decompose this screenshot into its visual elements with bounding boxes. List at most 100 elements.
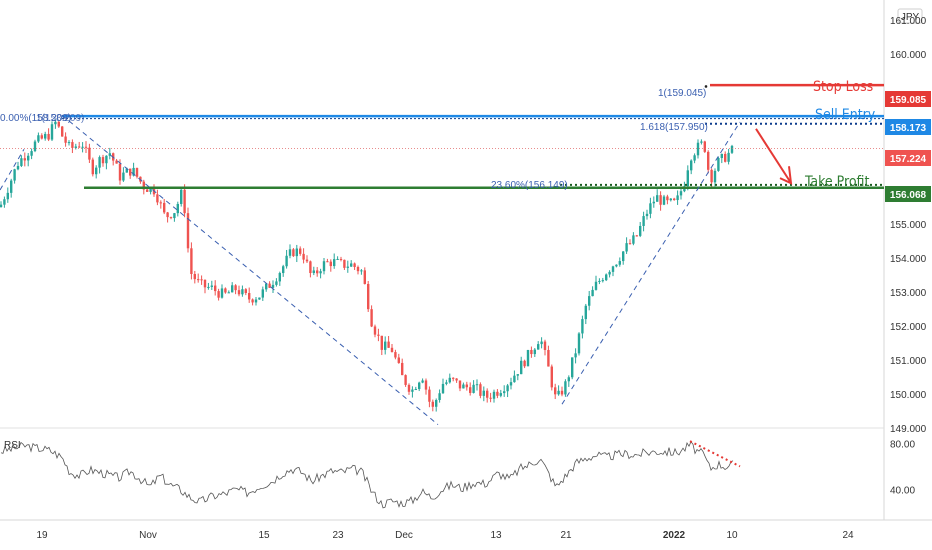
candle-body	[322, 261, 326, 272]
candle-body	[44, 133, 47, 139]
x-tick-label: Nov	[139, 530, 157, 541]
candle-body	[288, 249, 292, 256]
candle-body	[20, 158, 23, 166]
candle-body	[224, 288, 227, 293]
candle-body	[435, 399, 438, 407]
candle-body	[115, 160, 118, 164]
candle-body	[499, 393, 502, 396]
candle-body	[496, 391, 499, 396]
candle-body	[489, 397, 492, 399]
candle-body	[533, 349, 536, 355]
candle-body	[537, 344, 540, 350]
candle-body	[370, 309, 373, 327]
rsi-tick-label: 40.00	[890, 485, 915, 496]
candle-body	[241, 289, 244, 295]
candle-body	[10, 180, 13, 193]
y-tick-label: 150.000	[890, 390, 927, 401]
currency-badge[interactable]	[897, 8, 923, 24]
candle-body	[37, 135, 40, 142]
candle-body	[3, 199, 6, 205]
candle-body	[16, 165, 20, 170]
candle-body	[615, 264, 618, 267]
candle-body	[84, 146, 88, 148]
candle-body	[700, 141, 703, 143]
take-profit-annotation: Take Profit	[804, 174, 869, 190]
candle-body	[105, 155, 108, 164]
candle-body	[329, 261, 332, 267]
candle-body	[367, 283, 370, 310]
candle-body	[40, 135, 43, 139]
take-profit-price: 156.068	[890, 190, 927, 201]
candle-body	[696, 142, 700, 156]
candle-body	[74, 146, 77, 148]
candle-body	[248, 293, 251, 300]
candle-body	[377, 334, 380, 336]
y-tick-label: 155.000	[890, 220, 927, 231]
candle-body	[452, 377, 455, 379]
candle-body	[520, 360, 523, 375]
candle-body	[622, 251, 625, 262]
candle-body	[356, 267, 360, 272]
candle-body	[703, 141, 706, 152]
candle-body	[428, 389, 431, 402]
candle-body	[710, 169, 713, 183]
candle-body	[214, 285, 217, 292]
trade-arrow-shaft	[755, 128, 791, 183]
candle-body	[397, 357, 400, 363]
candle-body	[258, 297, 261, 300]
candle-body	[193, 273, 196, 280]
candle-body	[530, 349, 533, 355]
candle-body	[67, 142, 71, 144]
candle-body	[431, 401, 434, 407]
candle-body	[220, 288, 224, 298]
candle-body	[309, 261, 312, 274]
y-tick-label: 154.000	[890, 254, 927, 265]
candle-body	[292, 249, 295, 257]
candle-body	[23, 158, 26, 161]
candle-body	[475, 384, 479, 386]
candle-body	[547, 349, 550, 367]
candle-body	[180, 189, 183, 204]
candle-body	[666, 196, 669, 201]
candle-body	[543, 341, 547, 350]
candle-body	[336, 258, 339, 260]
candle-body	[27, 155, 30, 161]
rsi-label: RSI	[4, 440, 21, 451]
stop-loss-price: 159.085	[890, 95, 927, 106]
candle-body	[690, 160, 693, 171]
candle-body	[135, 167, 139, 177]
y-tick-label: 149.000	[890, 424, 927, 435]
candle-body	[118, 163, 122, 181]
candle-body	[394, 352, 397, 358]
sell-entry-price-tag: 158.173	[885, 119, 931, 135]
candle-body	[404, 375, 407, 385]
y-tick-label: 161.000	[890, 16, 927, 27]
rsi-divergence-line	[689, 440, 741, 468]
candle-body	[421, 380, 424, 383]
candle-body	[384, 341, 387, 350]
candle-body	[564, 381, 567, 395]
candle-body	[6, 192, 9, 200]
candle-body	[305, 259, 309, 262]
candle-body	[438, 393, 441, 400]
candle-body	[693, 155, 696, 161]
candle-body	[445, 382, 448, 384]
candle-body	[234, 285, 237, 291]
fib-leg-left	[0, 148, 25, 191]
candle-body	[101, 157, 105, 164]
candle-body	[47, 133, 50, 140]
candle-body	[713, 170, 717, 183]
candle-body	[635, 235, 638, 237]
candle-body	[91, 159, 94, 175]
candle-body	[169, 217, 173, 219]
candle-body	[656, 195, 659, 202]
candle-body	[271, 284, 275, 288]
current-price: 157.224	[890, 154, 927, 165]
x-tick-label: 13	[490, 530, 502, 541]
candle-body	[560, 390, 564, 395]
candle-body	[319, 271, 322, 274]
candle-body	[720, 153, 723, 159]
candle-body	[526, 349, 530, 367]
candle-body	[513, 375, 516, 383]
